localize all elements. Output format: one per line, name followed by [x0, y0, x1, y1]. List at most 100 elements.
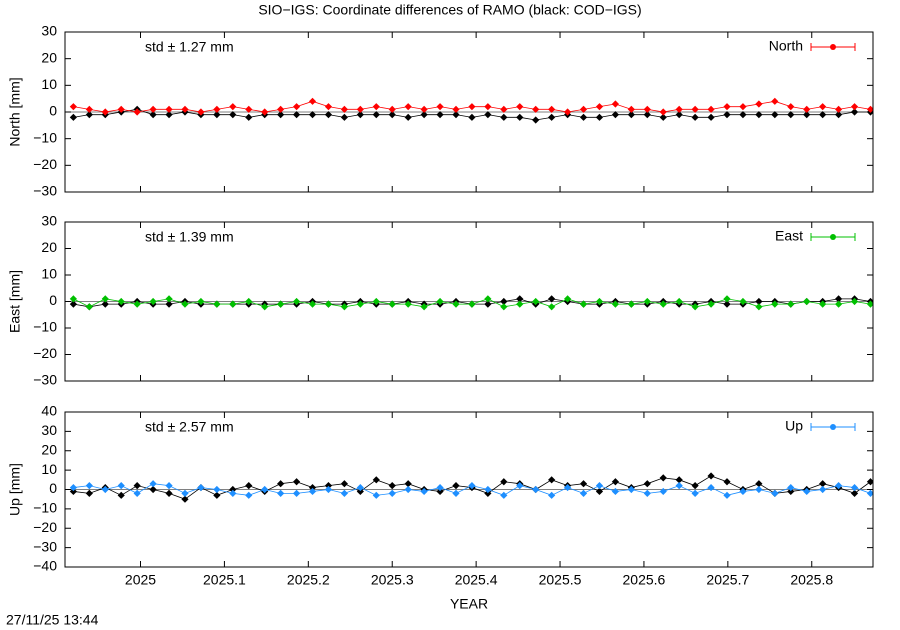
data-point: [516, 113, 524, 121]
data-point: [85, 482, 93, 490]
data-point: [308, 487, 317, 496]
legend-label: East: [775, 228, 803, 244]
y-axis-label: Up [mm]: [7, 463, 23, 516]
data-point: [292, 103, 301, 111]
data-point: [675, 476, 683, 484]
data-point: [117, 482, 125, 490]
data-point: [771, 489, 779, 497]
data-point: [755, 100, 763, 108]
data-point: [755, 297, 763, 306]
x-tick-label: 2025.2: [287, 572, 330, 588]
data-point: [787, 483, 795, 492]
data-point: [165, 105, 173, 113]
data-point: [739, 111, 747, 119]
data-point: [691, 482, 699, 490]
annotation: std ± 1.39 mm: [145, 229, 234, 245]
data-point: [117, 297, 125, 306]
data-point: [340, 489, 349, 497]
data-point: [643, 111, 651, 119]
data-point: [404, 485, 412, 494]
data-point: [133, 300, 141, 308]
data-point: [229, 300, 237, 308]
y-tick-label: 20: [41, 49, 57, 65]
data-point: [420, 487, 428, 496]
data-point: [500, 491, 508, 499]
data-point: [787, 487, 795, 496]
data-point: [627, 300, 635, 308]
data-point: [324, 482, 333, 490]
data-point: [595, 297, 604, 306]
data-point: [563, 295, 572, 303]
data-point: [181, 495, 189, 503]
data-point: [292, 297, 301, 306]
data-point: [85, 303, 93, 311]
data-point: [834, 295, 843, 303]
data-point: [452, 482, 460, 490]
y-tick-label: 10: [41, 266, 57, 282]
data-point: [834, 111, 843, 119]
data-point: [292, 489, 301, 497]
data-point: [372, 491, 380, 499]
data-point: [675, 105, 683, 113]
data-point: [484, 111, 492, 119]
data-point: [532, 116, 540, 124]
data-point: [500, 478, 508, 486]
data-point: [707, 113, 715, 121]
data-point: [787, 300, 795, 308]
data-point: [245, 297, 253, 306]
data-point: [659, 487, 667, 496]
data-point: [595, 487, 604, 496]
data-point: [691, 489, 699, 497]
data-point: [595, 482, 604, 490]
data-point: [819, 485, 827, 494]
data-point: [723, 295, 731, 303]
y-tick-label: −20: [33, 156, 57, 172]
data-point: [563, 108, 572, 116]
data-point: [850, 103, 859, 111]
data-point: [181, 489, 189, 497]
data-point: [308, 300, 317, 308]
data-point: [484, 485, 492, 494]
data-point: [866, 489, 873, 497]
data-point: [834, 105, 843, 113]
data-point: [548, 491, 556, 499]
y-tick-label: 20: [41, 441, 57, 457]
data-point: [500, 297, 508, 306]
data-point: [819, 480, 827, 488]
data-point: [643, 489, 651, 497]
data-point: [213, 485, 221, 494]
data-point: [101, 108, 109, 116]
x-tick-label: 2025.7: [706, 572, 749, 588]
data-point: [627, 485, 635, 494]
y-tick-label: −30: [33, 538, 57, 554]
data-point: [404, 103, 412, 111]
y-tick-label: 30: [41, 213, 57, 229]
data-point: [850, 108, 859, 116]
data-point: [739, 487, 747, 496]
data-point: [356, 105, 364, 113]
y-tick-label: 10: [41, 461, 57, 477]
data-point: [548, 303, 556, 311]
data-point: [548, 295, 556, 303]
data-point: [372, 297, 380, 306]
data-point: [484, 489, 492, 497]
data-point: [516, 295, 524, 303]
plot-area: [69, 295, 873, 311]
data-point: [675, 297, 683, 306]
data-point: [452, 105, 460, 113]
x-tick-label: 2025.1: [203, 572, 246, 588]
data-point: [340, 480, 349, 488]
data-point: [723, 491, 731, 499]
data-point: [436, 483, 444, 492]
data-point: [277, 489, 285, 497]
data-point: [723, 103, 731, 111]
data-point: [548, 113, 556, 121]
data-point: [245, 491, 253, 499]
data-point: [659, 113, 667, 121]
data-point: [595, 113, 604, 121]
data-point: [468, 103, 476, 111]
data-point: [101, 295, 109, 303]
data-point: [691, 303, 699, 311]
x-axis-label: YEAR: [450, 596, 488, 612]
data-point: [420, 303, 428, 311]
